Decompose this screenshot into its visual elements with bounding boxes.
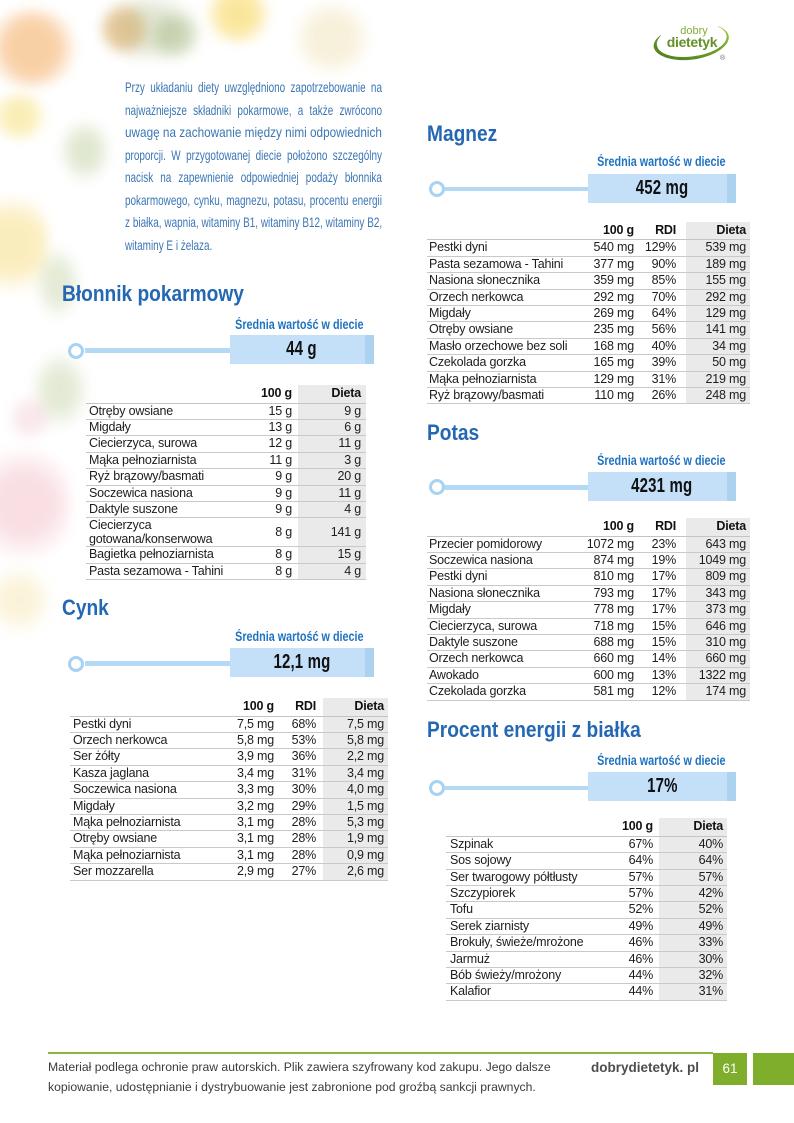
svg-text:®: ® (720, 54, 726, 62)
svg-text:dobry: dobry (680, 25, 708, 37)
svg-text:dietetyk: dietetyk (667, 34, 718, 50)
